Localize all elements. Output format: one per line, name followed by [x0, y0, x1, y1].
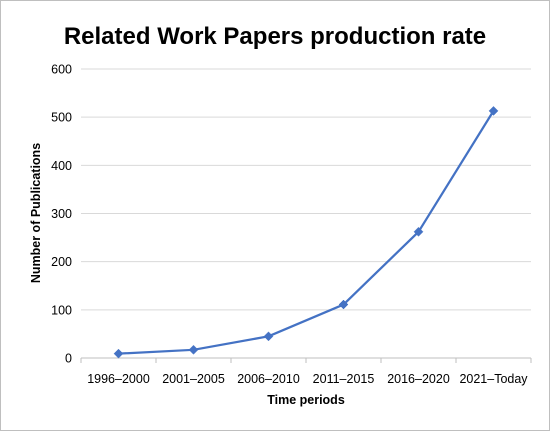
y-axis-title: Number of Publications — [29, 143, 43, 283]
y-tick-label: 200 — [51, 255, 72, 269]
y-tick-label: 0 — [65, 352, 72, 366]
x-tick-label: 2011–2015 — [313, 372, 375, 386]
x-tick-labels: 1996–2000 2001–2005 2006–2010 2011–2015 2016… — [87, 372, 528, 386]
x-tick-label: 2001–2005 — [162, 372, 225, 386]
y-tick-label: 500 — [51, 111, 72, 125]
chart-title: Related Work Papers production rate — [64, 23, 486, 50]
y-tick-label: 300 — [51, 207, 72, 221]
axes — [80, 357, 532, 363]
data-point — [488, 106, 499, 116]
y-tick-label: 400 — [51, 159, 72, 173]
series-markers — [113, 106, 499, 359]
y-tick-labels: 0 100 200 300 400 500 600 — [51, 63, 72, 366]
series-line — [118, 110, 495, 355]
data-point — [263, 331, 274, 342]
x-tick-label: 2016–2020 — [387, 372, 450, 386]
data-point — [113, 348, 124, 359]
gridlines — [81, 68, 531, 311]
y-tick-label: 600 — [51, 63, 72, 77]
x-tick-label: 2021–Today — [459, 372, 528, 386]
x-tick-label: 1996–2000 — [87, 372, 150, 386]
y-tick-label: 100 — [51, 303, 72, 317]
series-lines — [118, 110, 495, 355]
data-point — [188, 344, 199, 355]
data-point — [413, 226, 424, 237]
x-axis-title: Time periods — [267, 393, 345, 407]
data-point — [338, 299, 349, 310]
x-tick-label: 2006–2010 — [237, 372, 300, 386]
